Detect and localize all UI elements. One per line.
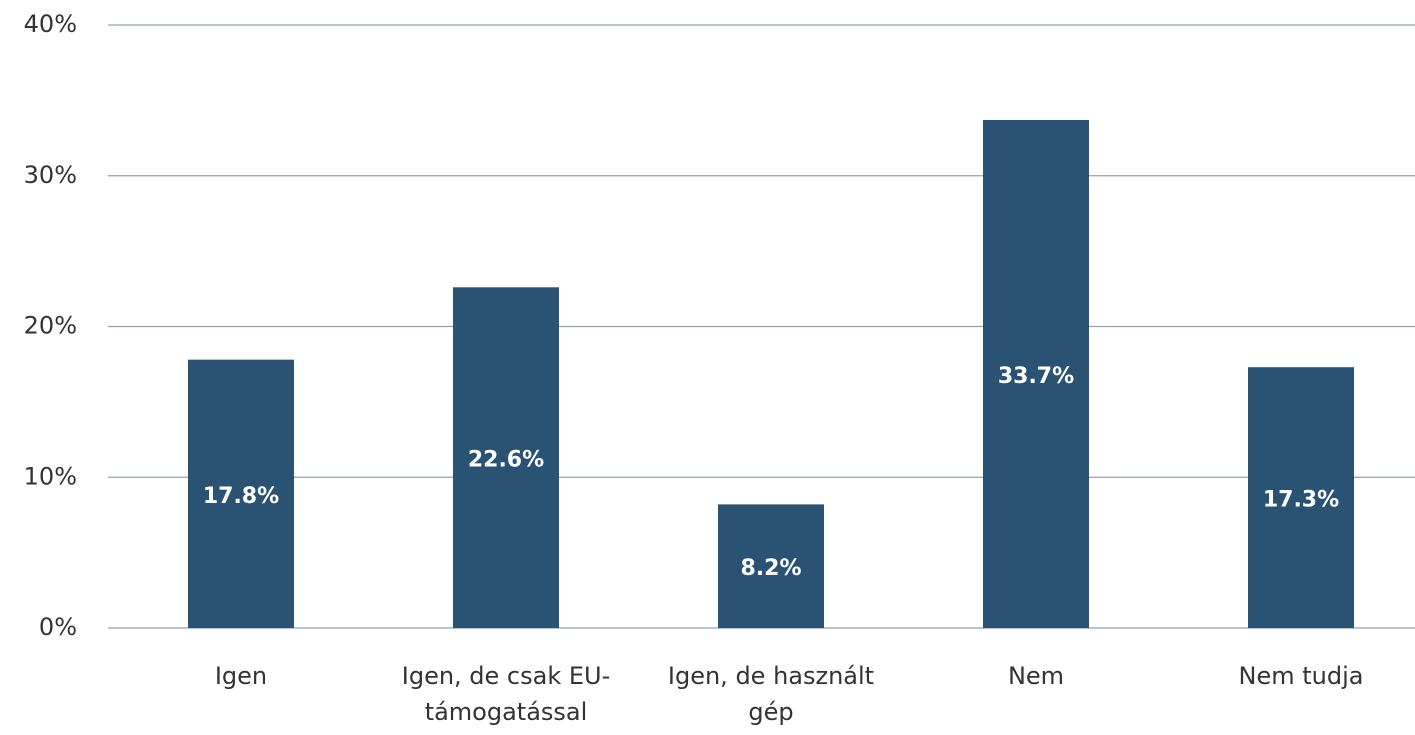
value-label: 33.7% <box>998 364 1074 389</box>
y-tick-label: 0% <box>39 613 77 641</box>
y-tick-label: 40% <box>24 10 77 38</box>
bar <box>188 359 294 628</box>
value-label: 22.6% <box>468 448 544 473</box>
bar <box>983 119 1089 628</box>
bar <box>1248 367 1354 628</box>
x-tick-label: Nem <box>1007 662 1065 690</box>
y-tick-label: 20% <box>24 312 77 340</box>
value-label: 17.3% <box>1263 488 1339 513</box>
x-tick-label: Igen <box>214 662 268 690</box>
x-tick-label: Igen, de csak EU-támogatással <box>401 662 611 726</box>
y-tick-label: 30% <box>24 161 77 189</box>
x-tick-label: Igen, de használt gép <box>667 662 875 726</box>
x-tick-label: Nem tudja <box>1238 662 1364 690</box>
bar <box>718 504 824 628</box>
y-tick-label: 10% <box>24 462 77 490</box>
value-label: 8.2% <box>740 556 801 581</box>
bar <box>453 287 559 628</box>
value-label: 17.8% <box>203 484 279 509</box>
